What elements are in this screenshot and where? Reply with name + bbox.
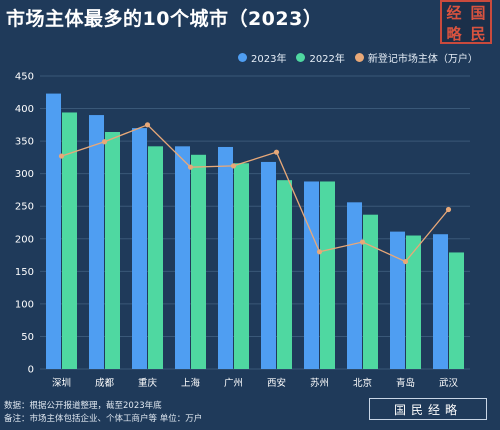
x-tick-label: 重庆: [138, 377, 158, 389]
y-tick-label: 350: [15, 137, 34, 148]
legend-item-new-registrations: 新登记市场主体（万户）: [354, 50, 478, 65]
x-tick-label: 广州: [224, 377, 243, 389]
bar-2023: [261, 161, 276, 369]
x-tick-label: 成都: [95, 377, 115, 389]
x-tick-label: 深圳: [52, 378, 71, 389]
footer-brand-badge: 国民经略: [369, 398, 487, 420]
y-tick-label: 150: [15, 267, 34, 278]
y-tick-label: 200: [15, 234, 34, 245]
point-new-registrations: [101, 139, 108, 145]
footer-note: 备注：市场主体包括企业、个体工商户等 单位：万户: [4, 414, 203, 424]
y-tick-label: 0: [28, 365, 34, 376]
point-new-registrations: [445, 206, 452, 213]
bar-2023: [132, 128, 147, 369]
x-tick-label: 青岛: [396, 377, 415, 389]
legend-label-new-registrations: 新登记市场主体（万户）: [367, 53, 478, 65]
chart-title: 市场主体最多的10个城市（2023）: [6, 8, 323, 30]
point-new-registrations: [187, 164, 194, 170]
bar-2023: [89, 115, 104, 369]
x-tick-label: 武汉: [439, 377, 459, 389]
footer-source: 数据：根据公开报道整理，截至2023年底: [4, 401, 162, 411]
y-tick-label: 50: [21, 332, 34, 343]
y-tick-label: 400: [15, 104, 34, 115]
bar-2023: [218, 146, 233, 369]
legend-marker-2023: [238, 52, 247, 62]
bar-2023: [46, 93, 61, 369]
legend-item-2022: 2022年: [296, 50, 345, 65]
point-new-registrations: [230, 163, 237, 169]
y-tick-label: 300: [15, 169, 34, 180]
bar-2022: [148, 146, 163, 369]
point-new-registrations: [316, 249, 323, 255]
legend-marker-2022: [296, 52, 306, 62]
bar-2023: [347, 202, 362, 369]
bar-2023: [433, 234, 448, 369]
chart-legend: 2023年 2022年 新登记市场主体（万户）: [238, 50, 478, 65]
y-tick-label: 250: [15, 202, 34, 213]
point-new-registrations: [359, 239, 366, 245]
bar-2022: [277, 180, 292, 369]
logo-seal: 经国略民: [440, 0, 492, 44]
bar-2023: [390, 231, 405, 369]
y-tick-label: 450: [15, 72, 34, 83]
bar-2023: [304, 181, 319, 369]
x-tick-label: 苏州: [310, 377, 329, 389]
bar-2022: [191, 154, 206, 369]
bar-2023: [175, 146, 190, 369]
legend-item-2023: 2023年: [238, 50, 286, 65]
x-tick-label: 北京: [353, 377, 372, 389]
footer-notes: 数据：根据公开报道整理，截至2023年底 备注：市场主体包括企业、个体工商户等 …: [4, 400, 202, 426]
bar-2022: [406, 235, 421, 369]
legend-marker-new-registrations: [354, 52, 364, 62]
bar-2022: [320, 181, 335, 369]
legend-label-2022: 2022年: [309, 53, 345, 65]
point-new-registrations: [144, 122, 151, 128]
line-new-registrations: [61, 124, 450, 263]
point-new-registrations: [273, 149, 280, 155]
x-tick-label: 西安: [267, 377, 286, 389]
bar-line-chart: 0 50 100 150 200 250 300 350 400 450 深圳 成都 重庆 上海 广州 西安 苏…: [15, 72, 470, 389]
x-tick-label: 上海: [181, 377, 201, 389]
point-new-registrations: [58, 153, 65, 159]
bar-2022: [363, 214, 378, 369]
bar-2022: [234, 163, 249, 369]
bar-2022: [449, 252, 464, 369]
point-new-registrations: [402, 258, 409, 265]
y-tick-label: 100: [15, 299, 34, 310]
bar-2022: [62, 112, 77, 369]
bar-2022: [105, 131, 120, 369]
legend-label-2023: 2023年: [251, 53, 287, 65]
